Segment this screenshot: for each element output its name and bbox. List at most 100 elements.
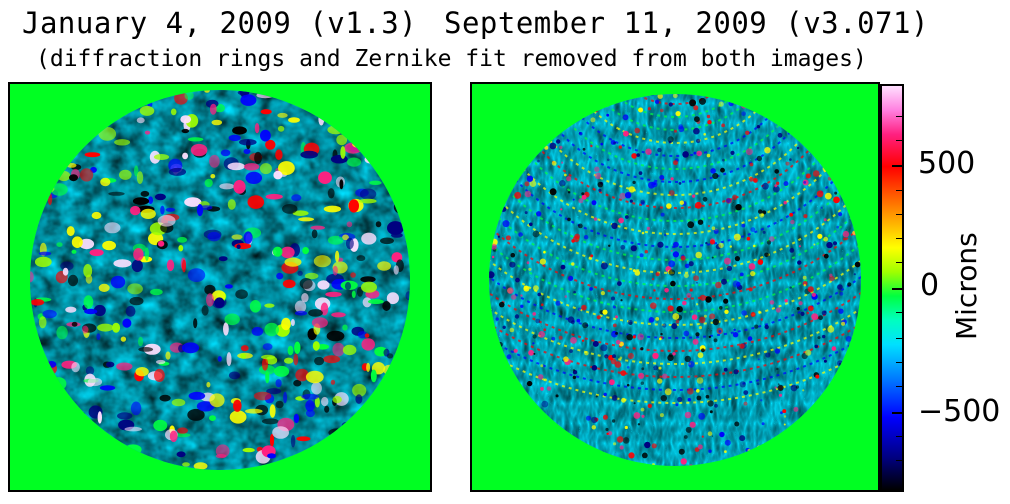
texture-dot xyxy=(489,404,491,410)
texture-dot xyxy=(633,402,636,405)
texture-dot xyxy=(780,411,783,415)
texture-blob xyxy=(333,451,350,457)
texture-dot xyxy=(532,230,540,238)
texture-blob xyxy=(112,322,121,333)
texture-dot xyxy=(789,286,792,289)
texture-dot xyxy=(837,284,843,290)
texture-dot xyxy=(821,433,825,437)
texture-dot xyxy=(590,144,593,148)
texture-dot xyxy=(774,184,778,188)
title-left: January 4, 2009 (v1.3) xyxy=(22,6,418,40)
texture-dot xyxy=(729,245,732,248)
texture-dot xyxy=(628,452,635,459)
texture-dot xyxy=(739,343,745,349)
texture-dot xyxy=(834,94,841,97)
texture-dot xyxy=(535,318,541,324)
texture-dot xyxy=(839,291,844,296)
texture-blob xyxy=(96,333,101,341)
texture-blob xyxy=(302,247,309,255)
texture-dot xyxy=(611,296,615,301)
texture-dot xyxy=(841,429,848,436)
texture-dot xyxy=(537,159,540,163)
texture-blob xyxy=(314,356,325,366)
texture-dot xyxy=(630,245,637,252)
texture-blob xyxy=(299,278,313,289)
texture-blob xyxy=(330,154,348,164)
texture-dot xyxy=(732,194,738,200)
texture-blob xyxy=(41,415,56,425)
texture-dot xyxy=(838,186,845,193)
colorbar-tick-minor xyxy=(896,238,904,239)
texture-blob xyxy=(48,119,58,131)
texture-dot xyxy=(509,261,516,268)
texture-dot xyxy=(586,415,591,421)
texture-blob xyxy=(383,364,395,375)
texture-dot xyxy=(597,181,604,188)
texture-dot xyxy=(726,198,731,203)
texture-dot xyxy=(515,380,518,383)
texture-dot xyxy=(824,192,832,200)
texture-dot xyxy=(797,260,802,265)
texture-blob xyxy=(361,232,377,245)
texture-blob xyxy=(310,106,315,114)
texture-dot xyxy=(568,99,576,107)
texture-dot xyxy=(673,241,679,248)
texture-dot xyxy=(791,385,794,388)
texture-dot xyxy=(595,110,598,113)
texture-dot xyxy=(815,409,820,414)
texture-blob xyxy=(134,165,139,177)
texture-dot xyxy=(776,181,780,185)
texture-blob xyxy=(300,150,319,159)
texture-blob xyxy=(400,212,407,222)
texture-dot xyxy=(834,191,838,195)
texture-dot xyxy=(722,158,725,162)
texture-blob xyxy=(231,234,243,240)
texture-dot xyxy=(765,352,771,358)
texture-dot xyxy=(844,98,852,106)
texture-dot xyxy=(852,230,857,235)
texture-dot xyxy=(538,331,546,338)
texture-dot xyxy=(683,330,690,337)
texture-blob xyxy=(157,215,176,227)
texture-blob xyxy=(124,444,142,455)
texture-dot xyxy=(710,168,716,174)
texture-dot xyxy=(489,376,492,380)
texture-dot xyxy=(497,235,500,238)
texture-dot xyxy=(615,315,618,319)
texture-blob xyxy=(117,412,133,420)
texture-dot xyxy=(846,123,852,129)
texture-dot xyxy=(793,406,799,412)
texture-blob xyxy=(350,272,356,278)
texture-blob xyxy=(275,379,282,388)
texture-blob xyxy=(330,379,336,385)
texture-dot xyxy=(812,170,820,177)
texture-dot xyxy=(529,128,533,132)
texture-blob xyxy=(387,94,402,105)
texture-dot xyxy=(503,106,510,113)
texture-blob xyxy=(30,436,34,443)
texture-dot xyxy=(668,102,673,107)
texture-blob xyxy=(293,413,300,424)
texture-blob xyxy=(209,415,216,421)
texture-blob xyxy=(331,312,346,318)
texture-dot xyxy=(691,314,698,320)
texture-blob xyxy=(356,435,365,447)
texture-blob xyxy=(383,109,391,116)
texture-dot xyxy=(594,172,602,180)
texture-blob xyxy=(341,421,352,429)
texture-blob xyxy=(283,391,288,404)
texture-blob xyxy=(206,381,211,388)
texture-dot xyxy=(684,263,690,269)
texture-dot xyxy=(570,337,577,344)
texture-dot xyxy=(589,287,593,291)
texture-dot xyxy=(512,139,518,145)
texture-blob xyxy=(188,391,206,400)
texture-blob xyxy=(55,125,70,137)
texture-blob xyxy=(253,391,272,401)
texture-dot xyxy=(697,444,703,450)
texture-blob xyxy=(284,257,302,267)
texture-dot xyxy=(693,127,700,135)
texture-blob xyxy=(291,194,302,202)
texture-dot xyxy=(593,217,598,221)
texture-blob xyxy=(360,276,376,283)
